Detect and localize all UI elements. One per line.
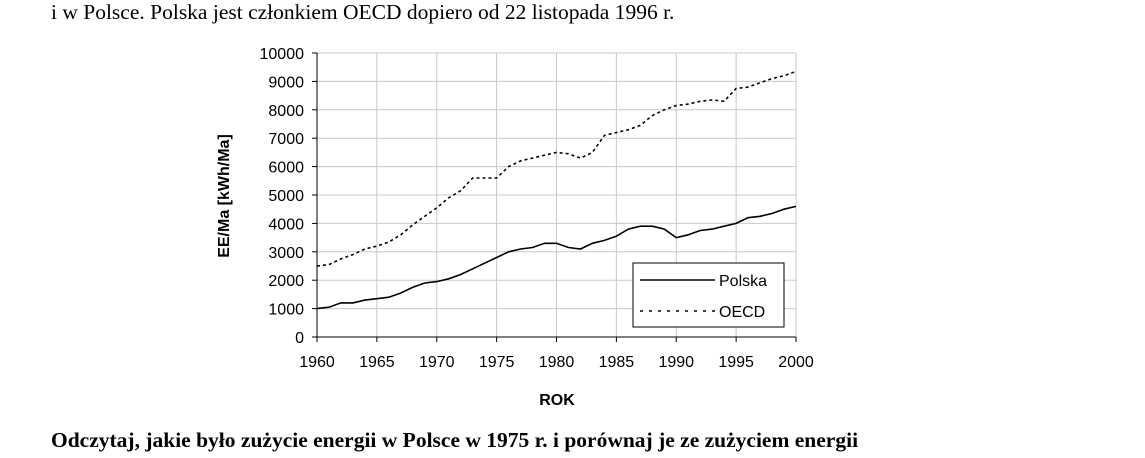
x-tick-label: 1975 [479, 354, 515, 371]
y-tick-label: 5000 [268, 188, 304, 205]
series-line-polska [316, 205, 797, 310]
x-tick-label: 2000 [778, 354, 814, 371]
y-tick-label: 9000 [268, 74, 304, 91]
x-tick-label: 1960 [299, 354, 335, 371]
grid [317, 52, 797, 337]
x-tick-label: 1990 [658, 354, 694, 371]
x-tick-label: 1995 [718, 354, 754, 371]
y-tick-label: 2000 [268, 273, 304, 290]
y-ticks: 0 1000 2000 3000 4000 5000 6000 7000 8000 9000 100… [260, 46, 305, 347]
legend-box [632, 262, 785, 328]
y-tick-label: 3000 [268, 245, 304, 262]
x-axis-title: ROK [539, 392, 575, 409]
y-axis-title: EE/Ma [kWh/Ma] [216, 134, 233, 258]
y-tick-label: 1000 [268, 302, 304, 319]
legend-label-oecd: OECD [719, 304, 765, 321]
x-tick-label: 1970 [419, 354, 455, 371]
x-tick-label: 1980 [539, 354, 575, 371]
question-text: Odczytaj, jakie było zużycie energii w P… [51, 428, 859, 452]
y-tick-label: 7000 [268, 131, 304, 148]
axes [312, 52, 797, 342]
y-tick-label: 6000 [268, 160, 304, 177]
series-lines [316, 70, 797, 310]
series-line-oecd [316, 70, 797, 267]
legend: Polska OECD [632, 262, 785, 328]
intro-text: i w Polsce. Polska jest członkiem OECD d… [51, 0, 675, 24]
y-tick-label: 4000 [268, 216, 304, 233]
y-tick-label: 8000 [268, 103, 304, 120]
x-tick-label: 1965 [359, 354, 395, 371]
x-tick-label: 1985 [599, 354, 635, 371]
x-ticks: 1960 1965 1970 1975 1980 1985 1990 1995 2000 [299, 354, 814, 371]
y-tick-label: 10000 [260, 46, 305, 63]
y-tick-label: 0 [295, 330, 304, 347]
legend-label-polska: Polska [719, 273, 767, 290]
